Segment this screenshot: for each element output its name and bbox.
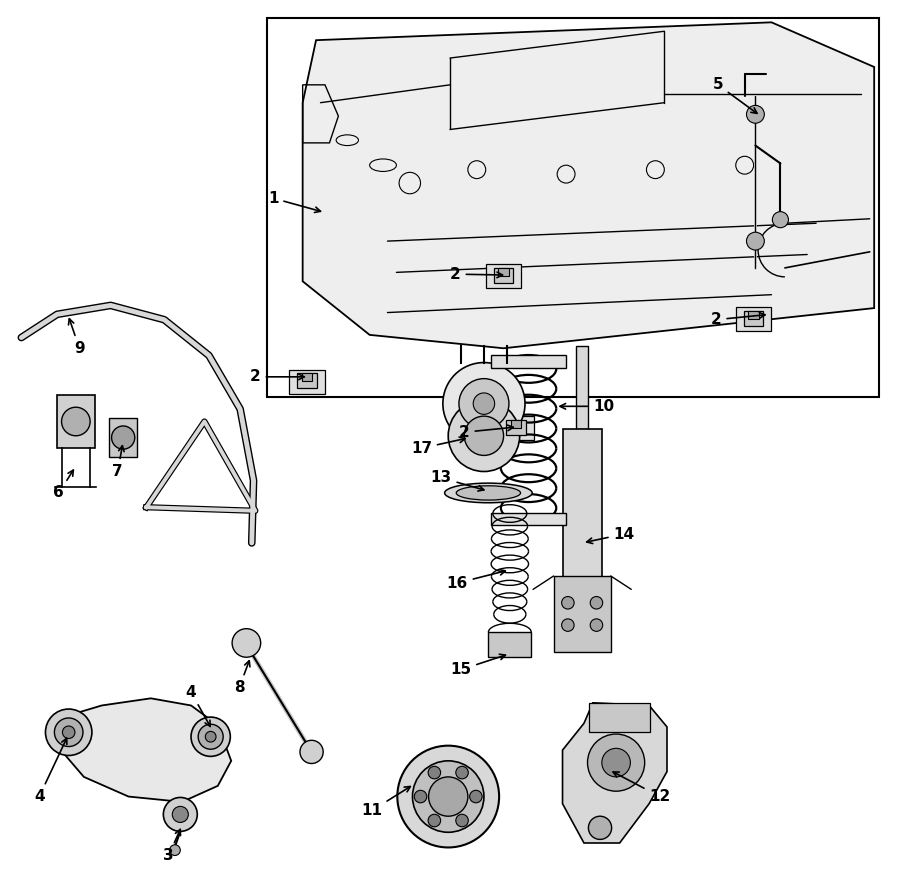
Circle shape <box>198 724 223 749</box>
Circle shape <box>590 619 603 631</box>
Bar <box>109 418 138 457</box>
Bar <box>267 18 878 397</box>
Circle shape <box>455 766 468 779</box>
Circle shape <box>602 748 630 777</box>
Circle shape <box>443 363 525 445</box>
Bar <box>491 513 566 525</box>
Bar <box>297 373 317 388</box>
Bar <box>499 416 534 440</box>
Circle shape <box>54 718 83 747</box>
Bar <box>491 355 566 368</box>
Circle shape <box>589 816 612 839</box>
Ellipse shape <box>456 486 520 500</box>
Bar <box>510 420 521 428</box>
Circle shape <box>473 393 495 414</box>
Circle shape <box>61 407 90 436</box>
Polygon shape <box>57 698 231 802</box>
Circle shape <box>412 761 484 832</box>
Polygon shape <box>302 22 874 348</box>
Text: 14: 14 <box>587 527 634 544</box>
Bar <box>494 268 513 283</box>
Text: 6: 6 <box>53 470 73 500</box>
Circle shape <box>588 734 644 791</box>
Circle shape <box>428 814 441 827</box>
Circle shape <box>232 629 261 657</box>
Text: 15: 15 <box>450 655 506 677</box>
Bar <box>576 346 589 429</box>
Bar <box>507 420 526 435</box>
Bar <box>489 632 531 657</box>
Text: 3: 3 <box>164 830 181 863</box>
Text: 17: 17 <box>411 437 465 455</box>
Circle shape <box>459 379 508 429</box>
Circle shape <box>746 232 764 250</box>
Circle shape <box>397 746 500 847</box>
Circle shape <box>746 105 764 123</box>
Bar <box>748 311 759 319</box>
Bar <box>736 307 771 331</box>
Text: 9: 9 <box>68 319 85 355</box>
Text: 2: 2 <box>250 370 304 384</box>
Text: 11: 11 <box>361 787 410 818</box>
Circle shape <box>464 416 504 455</box>
Text: 7: 7 <box>112 446 124 479</box>
Text: 1: 1 <box>268 191 320 213</box>
Text: 5: 5 <box>713 78 757 113</box>
Bar <box>562 429 602 652</box>
Bar <box>590 703 650 732</box>
Circle shape <box>455 814 468 827</box>
Circle shape <box>590 597 603 609</box>
Bar <box>302 373 312 381</box>
Circle shape <box>772 212 788 228</box>
Circle shape <box>205 731 216 742</box>
Text: 2: 2 <box>459 425 513 439</box>
Text: 8: 8 <box>234 661 250 695</box>
Circle shape <box>163 797 197 831</box>
Polygon shape <box>57 395 94 448</box>
Circle shape <box>562 597 574 609</box>
Bar <box>554 576 611 652</box>
Circle shape <box>62 726 75 739</box>
Circle shape <box>46 709 92 755</box>
Text: 13: 13 <box>430 471 484 491</box>
Circle shape <box>169 845 180 855</box>
Bar <box>499 268 508 276</box>
Text: 12: 12 <box>613 772 670 804</box>
Circle shape <box>191 717 230 756</box>
Text: 4: 4 <box>185 685 211 726</box>
Bar <box>289 370 325 394</box>
Text: 2: 2 <box>711 313 765 327</box>
Circle shape <box>428 777 468 816</box>
Circle shape <box>414 790 427 803</box>
Text: 10: 10 <box>560 399 614 413</box>
Circle shape <box>470 790 482 803</box>
Text: 2: 2 <box>450 267 502 281</box>
Circle shape <box>112 426 135 449</box>
Text: 4: 4 <box>34 739 67 804</box>
Text: 16: 16 <box>446 570 505 590</box>
Circle shape <box>428 766 441 779</box>
Bar <box>486 264 521 288</box>
Circle shape <box>448 400 519 472</box>
Circle shape <box>562 619 574 631</box>
Bar <box>743 311 763 326</box>
Circle shape <box>172 806 188 822</box>
Ellipse shape <box>445 483 532 503</box>
Circle shape <box>300 740 323 764</box>
Polygon shape <box>562 703 667 843</box>
